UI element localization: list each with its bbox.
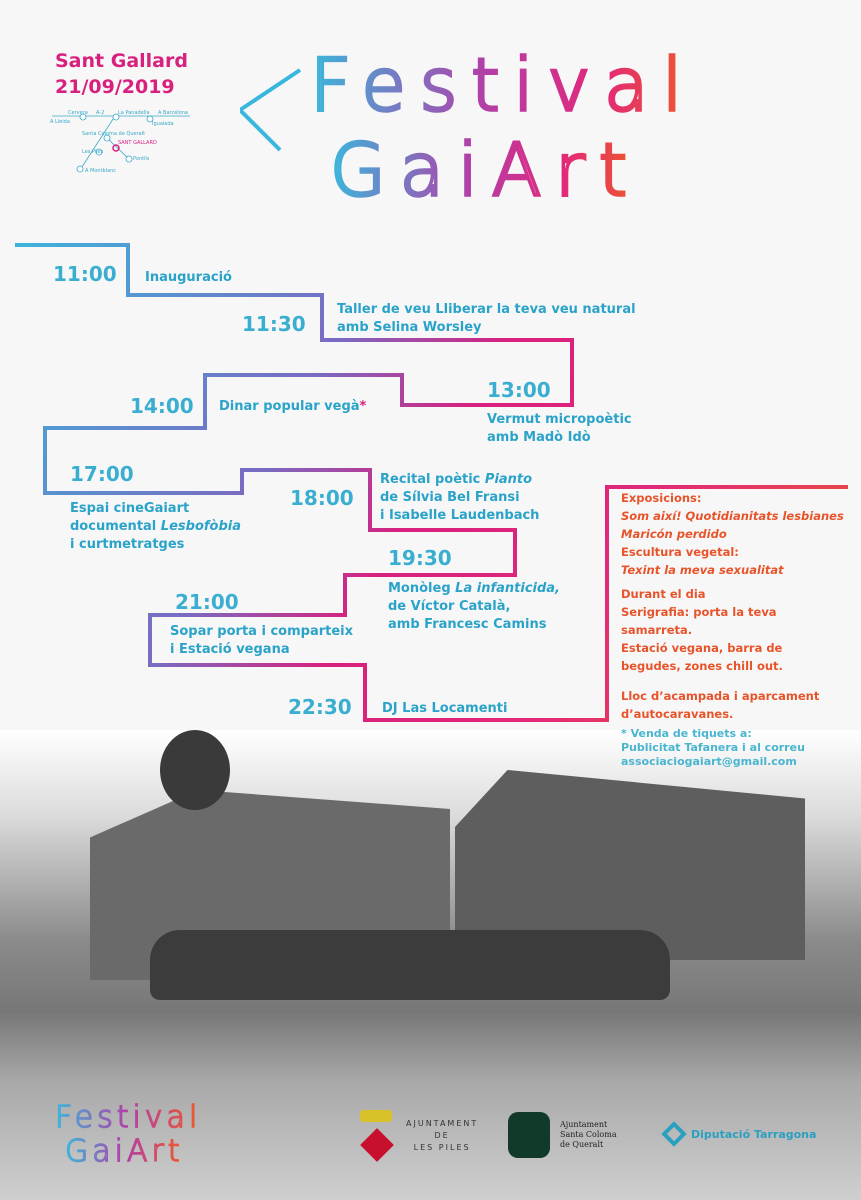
event-text: Dinar popular vegà*	[219, 399, 367, 414]
time-label: 21:00	[175, 590, 239, 614]
les-piles-logo: AJUNTAMENT DE LES PILES	[358, 1110, 488, 1170]
side-info: Exposicions: Som així! Quotidianitats les…	[621, 491, 844, 721]
footer-festival-logo: Festival GaiArt	[54, 1099, 201, 1170]
ticket-note: * Venda de tiquets a: Publicitat Tafanera…	[621, 727, 805, 768]
date: 21/09/2019	[55, 76, 175, 98]
title-line-1: Festival	[310, 43, 696, 127]
svg-text:Festival: Festival	[55, 1100, 201, 1135]
map-label: Pontils	[133, 156, 150, 162]
event-text: Taller de veu Lliberar la teva veu natur…	[337, 302, 636, 335]
santa-coloma-logo: Ajuntament Santa Coloma de Queralt	[508, 1110, 628, 1170]
map-label: Santa Coloma de Queralt	[82, 131, 145, 137]
festival-title: Festival GaiArt	[240, 41, 696, 210]
event-text: Sopar porta i comparteix i Estació vegana	[170, 624, 353, 657]
time-label: 22:30	[288, 695, 352, 719]
event-text: DJ Las Locamenti	[382, 701, 508, 716]
map-label: A-2	[96, 110, 104, 116]
map-label: Igualada	[152, 121, 174, 127]
time-label: 11:30	[242, 312, 306, 336]
event-place-date: Sant Gallard 21/09/2019	[55, 48, 188, 100]
location-map: A Lleida Cervera A-2 La Panadella A Barc…	[50, 110, 190, 174]
title-line-2: GaiArt	[330, 128, 641, 210]
diputacio-logo: Diputació Tarragona	[661, 1121, 816, 1147]
time-label: 13:00	[487, 378, 551, 402]
event-text: Recital poètic Pianto de Sílvia Bel Frans…	[380, 472, 540, 523]
event-text: Monòleg La infanticida, de Víctor Català,…	[388, 581, 560, 632]
svg-text:GaiArt: GaiArt	[65, 1134, 184, 1169]
map-label: Les Piles	[82, 149, 104, 155]
time-label: 14:00	[130, 394, 194, 418]
diamond-icon	[661, 1121, 687, 1147]
time-label: 17:00	[70, 462, 134, 486]
map-label: SANT GALLARD	[118, 140, 157, 146]
time-label: 18:00	[290, 486, 354, 510]
time-label: 11:00	[53, 262, 117, 286]
coat-of-arms-icon	[360, 1110, 396, 1170]
coat-of-arms-icon	[508, 1112, 550, 1158]
event-text: Inauguració	[145, 270, 232, 285]
map-label: Cervera	[68, 110, 88, 116]
map-label: A Lleida	[50, 119, 70, 125]
map-label: A Montblanc	[85, 168, 116, 174]
map-label: A Barcelona	[158, 110, 188, 116]
timeline-path	[15, 243, 848, 722]
event-text: Vermut micropoètic amb Madò Idò	[487, 412, 632, 445]
historic-photo	[0, 730, 861, 1200]
map-label: La Panadella	[118, 110, 150, 116]
place: Sant Gallard	[55, 50, 188, 72]
time-label: 19:30	[388, 546, 452, 570]
event-text: Espai cineGaiart documental Lesbofòbia i c…	[70, 501, 241, 552]
